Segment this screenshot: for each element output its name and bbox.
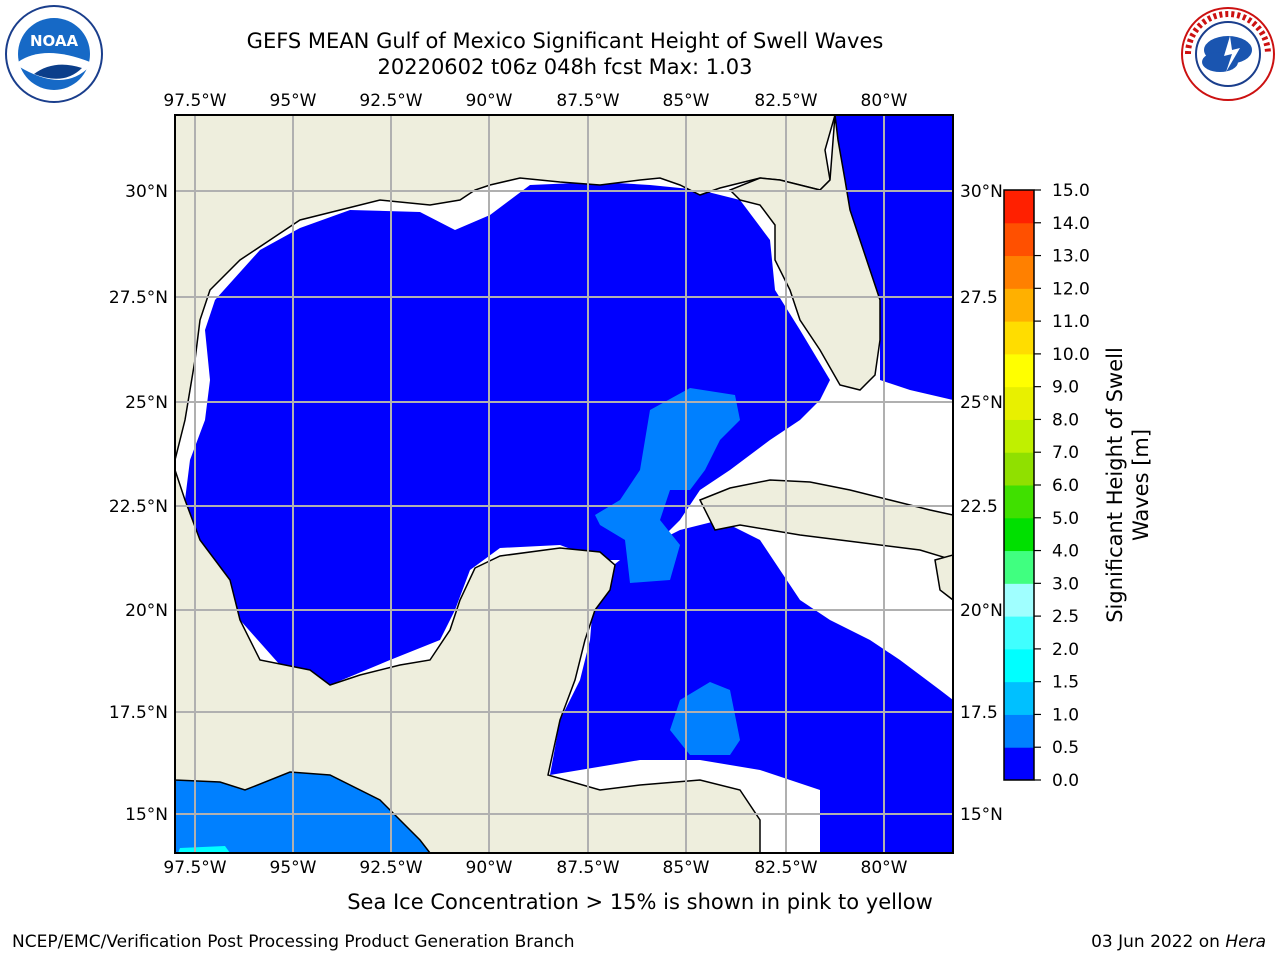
colorbar-tick-label: 5.0 <box>1052 509 1079 529</box>
lat-label: 30°N <box>125 182 168 202</box>
colorbar-segment <box>1004 517 1034 552</box>
colorbar-tick-label: 15.0 <box>1052 181 1090 201</box>
gridlines <box>175 115 953 853</box>
land-hispaniola <box>934 554 953 601</box>
lon-label: 97.5°W <box>163 858 226 878</box>
footer-date-text: 03 Jun 2022 on <box>1091 932 1226 952</box>
lon-label: 95°W <box>270 91 317 111</box>
chart-title: GEFS MEAN Gulf of Mexico Significant Hei… <box>246 29 884 53</box>
lon-label: 90°W <box>466 91 513 111</box>
map-frame <box>174 114 954 854</box>
footer-host: Hera <box>1225 932 1266 952</box>
colorbar-tick-label: 11.0 <box>1052 312 1090 332</box>
colorbar-frame <box>1003 189 1035 781</box>
colorbar-segment <box>1004 353 1034 388</box>
lat-label: 20°N <box>125 601 168 621</box>
colorbar-segment <box>1004 681 1034 715</box>
lon-labels-bottom: 97.5°W 95°W 92.5°W 90°W 87.5°W 85°W 82.5… <box>163 858 907 878</box>
atlantic-water <box>835 115 953 400</box>
lat-labels-left: 30°N 27.5°N 25°N 22.5°N 20°N 17.5°N 15°N <box>109 182 168 825</box>
colorbar-tick-label: 3.0 <box>1052 574 1079 594</box>
lon-label: 90°W <box>466 858 513 878</box>
colorbar-segment <box>1004 616 1034 650</box>
caribbean-water <box>550 520 953 853</box>
nws-logo <box>1180 6 1276 106</box>
swell-patch-yucatan-channel <box>595 388 740 583</box>
colorbar-tick-label: 0.0 <box>1052 771 1079 791</box>
lat-label: 17.5°N <box>109 703 168 723</box>
lon-label: 82.5°W <box>754 858 817 878</box>
lon-label: 85°W <box>663 858 710 878</box>
swell-patch-pacific <box>175 772 430 853</box>
colorbar-label-line1: Significant Height of Swell <box>1103 347 1127 623</box>
lon-label: 87.5°W <box>556 858 619 878</box>
lon-label: 92.5°W <box>359 91 422 111</box>
noaa-logo-text: NOAA <box>30 32 79 50</box>
colorbar-tick-label: 6.0 <box>1052 476 1079 496</box>
colorbar-tick-label: 4.0 <box>1052 542 1079 562</box>
lon-label: 92.5°W <box>359 858 422 878</box>
colorbar-tick-label: 2.0 <box>1052 640 1079 660</box>
land-cuba <box>698 479 953 561</box>
colorbar-segment <box>1004 583 1034 617</box>
colorbar-tick-label: 7.0 <box>1052 443 1079 463</box>
lat-label: 27.5 <box>960 288 998 308</box>
lat-label: 22.5 <box>960 497 998 517</box>
colorbar-segment <box>1004 321 1034 355</box>
lon-label: 97.5°W <box>163 91 226 111</box>
lat-label: 15°N <box>125 805 168 825</box>
colorbar-tick-label: 13.0 <box>1052 247 1090 267</box>
lon-label: 82.5°W <box>754 91 817 111</box>
lon-labels-top: 97.5°W 95°W 92.5°W 90°W 87.5°W 85°W 82.5… <box>163 91 907 111</box>
noaa-logo: NOAA <box>4 4 104 108</box>
lat-label: 25°N <box>125 393 168 413</box>
colorbar-tick-label: 9.0 <box>1052 378 1079 398</box>
colorbar-segment <box>1004 550 1034 584</box>
colorbar-segment <box>1004 288 1034 322</box>
colorbar-segment <box>1004 419 1034 453</box>
lon-label: 87.5°W <box>556 91 619 111</box>
colorbar-label-line2: Waves [m] <box>1129 429 1153 541</box>
colorbar-label: Significant Height of Swell Waves [m] <box>1103 347 1153 623</box>
colorbar-segment <box>1004 255 1034 289</box>
colorbar-segment <box>1004 747 1034 781</box>
colorbar-tick-label: 8.0 <box>1052 410 1079 430</box>
colorbar-tick-label: 0.5 <box>1052 738 1079 758</box>
footer-credit: NCEP/EMC/Verification Post Processing Pr… <box>12 932 575 952</box>
colorbar-segment <box>1004 222 1034 257</box>
colorbar-segment <box>1004 648 1034 683</box>
colorbar-segment <box>1004 485 1034 519</box>
lat-labels-right: 30°N 27.5 25°N 22.5 20°N 17.5 15°N <box>960 182 1003 825</box>
colorbar: 0.0 0.5 1.0 1.5 2.0 2.5 3.0 4.0 5.0 6.0 7.0 8.0 9.0 1… <box>1004 181 1090 791</box>
colorbar-tick-label: 1.5 <box>1052 673 1079 693</box>
lat-label: 17.5 <box>960 703 998 723</box>
land-florida <box>728 115 881 391</box>
lat-label: 15°N <box>960 805 1003 825</box>
footer-date: 03 Jun 2022 on Hera <box>1091 932 1266 952</box>
lon-label: 80°W <box>861 91 908 111</box>
colorbar-tick-label: 14.0 <box>1052 214 1090 234</box>
lon-label: 80°W <box>861 858 908 878</box>
swell-height-map: 97.5°W 95°W 92.5°W 90°W 87.5°W 85°W 82.5… <box>109 91 1153 878</box>
chart-subtitle: 20220602 t06z 048h fcst Max: 1.03 <box>377 55 753 79</box>
colorbar-segment <box>1004 714 1034 748</box>
colorbar-tick-label: 10.0 <box>1052 345 1090 365</box>
lat-label: 27.5°N <box>109 288 168 308</box>
colorbar-segment <box>1004 452 1034 486</box>
lat-label: 25°N <box>960 393 1003 413</box>
colorbar-tick-label: 1.0 <box>1052 705 1079 725</box>
lat-label: 20°N <box>960 601 1003 621</box>
colorbar-segment <box>1004 190 1034 224</box>
colorbar-segment <box>1004 386 1034 420</box>
lat-label: 30°N <box>960 182 1003 202</box>
lon-label: 85°W <box>663 91 710 111</box>
colorbar-tick-label: 12.0 <box>1052 279 1090 299</box>
gulf-water <box>185 182 830 685</box>
swell-patch-caribbean <box>670 682 740 755</box>
sea-ice-note: Sea Ice Concentration > 15% is shown in … <box>347 890 933 914</box>
lon-label: 95°W <box>270 858 317 878</box>
lat-label: 22.5°N <box>109 497 168 517</box>
swell-patch-pacific-high <box>178 846 230 853</box>
colorbar-tick-label: 2.5 <box>1052 607 1079 627</box>
